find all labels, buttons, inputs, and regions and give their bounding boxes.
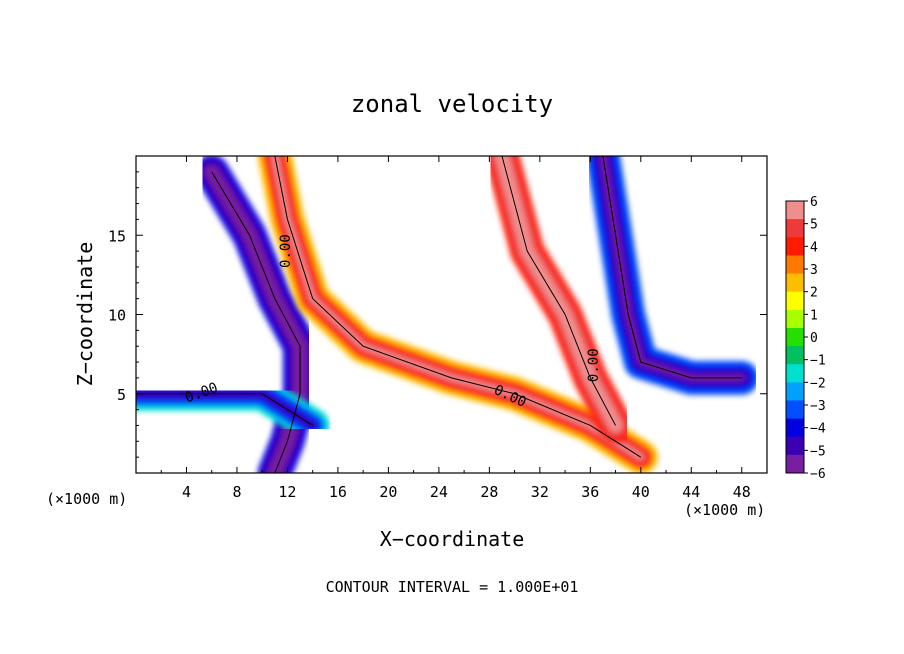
zero-contour-line	[274, 156, 642, 458]
colorbar-label: 3	[810, 263, 818, 278]
contour-interval-note: CONTOUR INTERVAL = 1.000E+01	[326, 578, 579, 596]
colorbar-swatch	[786, 327, 804, 347]
x-tick-label: 36	[581, 483, 599, 501]
x-tick-label: 24	[430, 483, 448, 501]
colorbar-label: 1	[810, 308, 818, 323]
colorbar-label: −1	[810, 354, 826, 369]
x-unit-left: (×1000 m)	[46, 490, 127, 508]
contour-label: 0.00	[278, 234, 294, 268]
colorbar-swatch	[786, 436, 804, 456]
colorbar-swatch	[786, 237, 804, 256]
y-tick-label: 5	[117, 386, 126, 404]
y-tick-label: 10	[108, 307, 126, 325]
x-tick-label: 20	[379, 483, 397, 501]
y-axis: 5 10 15	[108, 171, 767, 458]
colorbar-swatch	[786, 346, 804, 365]
x-tick-label: 16	[329, 483, 347, 501]
plot-area: 0.000.000.000.00	[135, 155, 768, 474]
colorbar-label: −6	[810, 467, 826, 482]
colorbar-swatch	[786, 255, 804, 275]
colorbar-swatch	[786, 219, 804, 238]
contour-label: 0.00	[586, 348, 602, 382]
colorbar-swatch	[786, 418, 804, 438]
x-axis: 4 8 12 16 20 24 28 32 36 40 44 48	[160, 156, 751, 501]
colorbar-swatch	[786, 364, 804, 383]
colorbar-label: 5	[810, 218, 818, 233]
x-tick-label: 44	[682, 483, 700, 501]
colorbar-swatch	[786, 382, 804, 401]
x-unit-right: (×1000 m)	[684, 501, 765, 519]
colorbar-swatch	[786, 291, 804, 311]
x-tick-label: 48	[733, 483, 751, 501]
colorbar-label: 4	[810, 240, 818, 255]
zero-contour-line	[602, 156, 742, 379]
x-tick-label: 28	[480, 483, 498, 501]
colorbar-swatch	[786, 400, 804, 420]
colorbar-swatch	[786, 309, 804, 329]
x-tick-label: 4	[182, 483, 191, 501]
zero-contour-line	[136, 393, 313, 426]
colorbar-label: −4	[810, 422, 826, 437]
x-tick-label: 40	[632, 483, 650, 501]
x-tick-label: 8	[232, 483, 241, 501]
colorbar-label: −5	[810, 444, 826, 459]
colorbar-swatch	[786, 201, 804, 220]
colorbar-label: 2	[810, 286, 818, 301]
colorbar-label: 6	[810, 195, 818, 210]
zero-contour-line	[211, 171, 301, 473]
chart-title: zonal velocity	[351, 90, 553, 118]
y-tick-label: 15	[108, 227, 126, 245]
x-tick-label: 32	[531, 483, 549, 501]
colorbar-label: 0	[810, 331, 818, 346]
colorbar: 6 5 4 3 2 1 0 −1 −2 −3 −4 −5 −6	[785, 195, 826, 482]
zero-contour-line	[501, 156, 617, 426]
colorbar-swatch	[786, 273, 804, 293]
y-axis-label: Z−coordinate	[73, 242, 97, 387]
x-axis-label: X−coordinate	[380, 527, 525, 551]
x-tick-label: 12	[278, 483, 296, 501]
colorbar-swatch	[786, 454, 804, 474]
colorbar-label: −2	[810, 376, 826, 391]
colorbar-label: −3	[810, 399, 826, 414]
